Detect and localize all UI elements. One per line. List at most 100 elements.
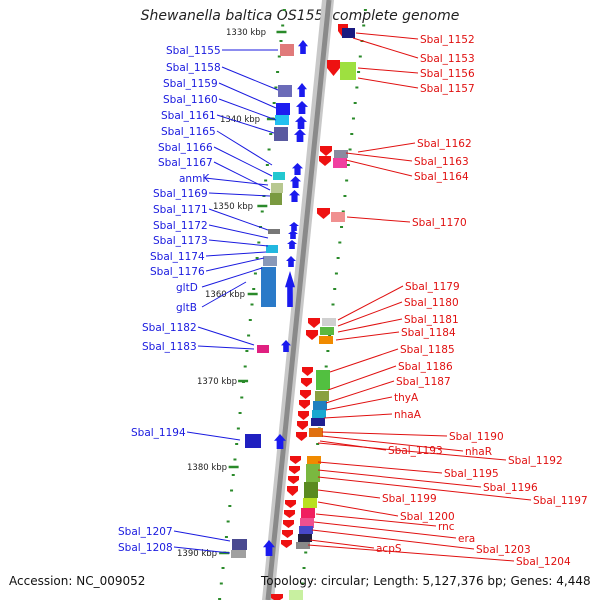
- gene-label-anmK: anmK: [179, 173, 210, 185]
- gene-label-Sbal_1156: Sbal_1156: [420, 68, 475, 80]
- reverse-gene-arrow: [301, 378, 312, 387]
- leader-line-right: [323, 413, 393, 419]
- reverse-gene-arrow: [285, 500, 296, 508]
- gene-feature-block: [322, 318, 336, 326]
- reverse-gene-arrow: [271, 594, 283, 600]
- gene-label-Sbal_1196: Sbal_1196: [483, 482, 538, 494]
- gene-label-Sbal_1170: Sbal_1170: [412, 217, 467, 229]
- leader-line-right: [345, 159, 413, 177]
- gene-feature-block: [278, 85, 292, 97]
- leader-line-right: [321, 435, 464, 452]
- leader-line-right: [352, 37, 419, 59]
- gene-label-Sbal_1173: Sbal_1173: [153, 235, 208, 247]
- leader-line-right: [317, 489, 381, 499]
- leader-line-right: [307, 544, 515, 562]
- forward-gene-arrow: [294, 129, 306, 142]
- gene-feature-block: [270, 193, 282, 205]
- gene-feature-block: [306, 464, 320, 482]
- leader-line-right: [317, 461, 443, 474]
- reverse-gene-arrow: [299, 400, 310, 409]
- gene-label-Sbal_1197: Sbal_1197: [533, 495, 588, 507]
- gene-feature-block: [320, 327, 334, 335]
- leader-line-right: [327, 365, 397, 391]
- leader-line-left: [201, 267, 263, 288]
- reverse-gene-arrow: [288, 476, 299, 484]
- gene-label-Sbal_1163: Sbal_1163: [414, 156, 469, 168]
- gene-feature-block: [316, 370, 330, 390]
- gene-label-nhaR: nhaR: [465, 446, 492, 458]
- gene-label-Sbal_1157: Sbal_1157: [420, 83, 475, 95]
- leader-line-right: [317, 476, 532, 501]
- ruler-kbp-label: 1390 kbp: [177, 549, 217, 559]
- leader-line-right: [329, 348, 399, 373]
- leader-line-left: [208, 192, 271, 197]
- gene-label-Sbal_1207: Sbal_1207: [118, 526, 173, 538]
- gene-label-Sbal_1193: Sbal_1193: [388, 445, 443, 457]
- gene-label-Sbal_1186: Sbal_1186: [398, 361, 453, 373]
- forward-gene-arrow: [286, 256, 296, 267]
- leader-line-left: [205, 251, 267, 257]
- leader-line-right: [345, 152, 413, 162]
- reverse-gene-arrow: [290, 456, 301, 464]
- leader-line-left: [218, 82, 277, 109]
- leader-line-left: [218, 98, 277, 121]
- gene-feature-block: [276, 103, 290, 115]
- gene-feature-block: [319, 336, 333, 344]
- leader-line-right: [335, 331, 400, 341]
- reverse-gene-arrow: [308, 318, 320, 328]
- reverse-gene-arrow: [296, 432, 307, 441]
- gene-label-Sbal_1159: Sbal_1159: [163, 78, 218, 90]
- gene-label-Sbal_1171: Sbal_1171: [153, 204, 208, 216]
- gene-label-Sbal_1183: Sbal_1183: [142, 341, 197, 353]
- gene-label-Sbal_1181: Sbal_1181: [404, 314, 459, 326]
- map-title: Shewanella baltica OS155, complete genom…: [140, 8, 460, 24]
- gene-label-Sbal_1184: Sbal_1184: [401, 327, 456, 339]
- gene-label-nhaA: nhaA: [394, 409, 422, 421]
- leader-line-left: [197, 326, 255, 346]
- forward-gene-arrow: [295, 116, 307, 129]
- gene-feature-block: [304, 482, 318, 498]
- gene-feature-block: [298, 534, 312, 542]
- genome-axis: [265, 0, 332, 600]
- leader-line-left: [186, 431, 241, 441]
- leader-line-left: [208, 239, 269, 247]
- gene-label-Sbal_1161: Sbal_1161: [161, 110, 216, 122]
- gene-label-Sbal_1200: Sbal_1200: [400, 511, 455, 523]
- gene-feature-block: [312, 410, 326, 418]
- gene-feature-block: [231, 550, 246, 558]
- leader-line-left: [173, 530, 231, 542]
- reverse-gene-arrow: [284, 510, 295, 518]
- gene-feature-block: [334, 150, 348, 158]
- leader-line-right: [321, 431, 448, 437]
- gene-label-Sbal_1194: Sbal_1194: [131, 427, 186, 439]
- reverse-gene-arrow: [300, 390, 311, 399]
- gene-label-Sbal_1199: Sbal_1199: [382, 493, 437, 505]
- reverse-gene-arrow: [287, 486, 298, 496]
- gene-label-Sbal_1160: Sbal_1160: [163, 94, 218, 106]
- gene-label-Sbal_1204: Sbal_1204: [516, 556, 571, 568]
- reverse-gene-arrow: [298, 411, 309, 420]
- gene-label-Sbal_1152: Sbal_1152: [420, 34, 475, 46]
- gene-label-Sbal_1185: Sbal_1185: [400, 344, 455, 356]
- gene-feature-block: [232, 539, 247, 550]
- leader-line-right: [337, 301, 403, 327]
- gene-feature-block: [307, 456, 321, 464]
- gene-label-gltB: gltB: [176, 302, 197, 314]
- ruler-kbp-label: 1360 kbp: [205, 290, 245, 300]
- ruler-kbp-label: 1340 kbp: [220, 115, 260, 125]
- forward-gene-arrow: [274, 434, 286, 449]
- gene-label-Sbal_1155: Sbal_1155: [166, 45, 221, 57]
- forward-gene-arrow: [263, 540, 275, 556]
- gene-feature-block: [268, 229, 280, 234]
- leader-line-right: [355, 32, 419, 40]
- reverse-gene-arrow: [297, 421, 308, 430]
- leader-line-right: [311, 529, 475, 550]
- leader-line-right: [325, 396, 393, 411]
- gene-label-rnc: rnc: [438, 521, 455, 533]
- leader-line-right: [337, 318, 403, 333]
- reverse-gene-arrow: [302, 367, 313, 376]
- gene-label-Sbal_1179: Sbal_1179: [405, 281, 460, 293]
- leader-line-right: [315, 513, 437, 527]
- gene-feature-block: [331, 212, 345, 222]
